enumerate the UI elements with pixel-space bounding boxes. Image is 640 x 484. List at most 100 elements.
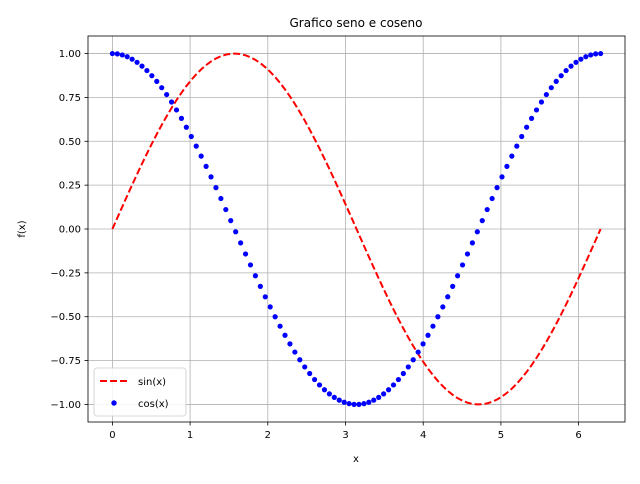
cos-data-point xyxy=(223,206,229,213)
cos-data-point xyxy=(509,153,515,159)
cos-data-point xyxy=(302,364,308,370)
cos-data-point xyxy=(183,124,189,130)
cos-data-point xyxy=(282,332,288,338)
y-axis-label: f(x) xyxy=(17,220,28,237)
legend-cos-label: cos(x) xyxy=(138,399,169,410)
cos-data-point xyxy=(311,376,318,383)
cos-data-point xyxy=(164,91,170,98)
y-tick-label: 0.25 xyxy=(59,181,81,192)
cos-data-point xyxy=(203,163,209,169)
legend-cos-swatch xyxy=(111,400,117,406)
cos-data-point xyxy=(474,229,480,235)
cos-data-point xyxy=(381,391,387,397)
cos-data-point xyxy=(168,99,175,105)
cos-data-point xyxy=(484,206,490,213)
y-tick-label: −0.50 xyxy=(50,312,81,323)
cos-data-point xyxy=(558,73,564,79)
cos-data-point xyxy=(445,294,451,300)
cos-data-point xyxy=(504,163,510,169)
cos-data-point xyxy=(405,364,411,370)
cos-data-point xyxy=(420,341,426,347)
cos-data-point xyxy=(321,387,328,393)
cos-data-point xyxy=(361,401,367,407)
cos-data-point xyxy=(292,349,298,355)
x-tick-label: 6 xyxy=(575,430,581,441)
cos-data-point xyxy=(336,397,342,403)
cos-data-point xyxy=(159,85,165,91)
cos-data-point xyxy=(193,143,199,149)
cos-data-point xyxy=(346,401,352,407)
cos-data-point xyxy=(459,262,466,268)
cos-data-point xyxy=(563,67,569,74)
cos-data-point xyxy=(242,251,249,257)
cos-data-point xyxy=(119,52,125,58)
legend-sin-label: sin(x) xyxy=(138,377,166,388)
cos-data-point xyxy=(109,50,115,57)
cos-data-point xyxy=(228,218,234,224)
cos-data-point xyxy=(385,387,392,393)
cos-data-point xyxy=(376,394,382,400)
cos-data-point xyxy=(425,332,431,338)
cos-data-point xyxy=(356,401,362,407)
cos-data-point xyxy=(178,115,185,121)
cos-data-point xyxy=(154,78,160,84)
cos-data-point xyxy=(238,240,244,246)
cos-data-point xyxy=(262,294,268,300)
cos-data-point xyxy=(430,323,436,329)
cos-data-point xyxy=(277,323,283,329)
cos-data-point xyxy=(267,304,273,310)
cos-data-point xyxy=(528,115,535,121)
cos-data-point xyxy=(593,51,599,57)
y-tick-label: 0.50 xyxy=(59,137,81,148)
cos-data-point xyxy=(173,107,180,113)
cos-data-point xyxy=(440,304,446,310)
cos-data-point xyxy=(331,394,337,400)
cos-data-point xyxy=(297,357,303,363)
x-axis-label: x xyxy=(353,454,359,465)
cos-data-point xyxy=(410,357,416,363)
cos-data-point xyxy=(598,50,604,57)
cos-data-point xyxy=(257,283,263,289)
cos-data-point xyxy=(341,399,347,405)
cos-data-point xyxy=(218,195,224,202)
cos-data-point xyxy=(450,283,456,289)
cos-data-point xyxy=(519,133,525,140)
cos-data-point xyxy=(400,370,406,377)
cos-data-point xyxy=(479,218,485,224)
cos-data-point xyxy=(139,63,145,69)
cos-data-point xyxy=(233,229,239,235)
cos-data-point xyxy=(499,174,505,180)
cos-data-point xyxy=(316,382,323,388)
cos-data-point xyxy=(494,185,500,191)
y-tick-label: −0.25 xyxy=(50,268,81,279)
cos-data-point xyxy=(455,273,461,279)
cos-data-point xyxy=(114,51,120,57)
x-tick-label: 4 xyxy=(420,430,426,441)
cos-data-point xyxy=(124,54,130,60)
cos-data-point xyxy=(514,143,520,149)
cos-data-point xyxy=(548,85,554,91)
cos-data-point xyxy=(149,73,155,79)
cos-data-point xyxy=(208,174,214,180)
cos-data-point xyxy=(568,63,574,69)
y-tick-label: 0.75 xyxy=(59,93,81,104)
chart-title: Grafico seno e coseno xyxy=(289,16,422,30)
cos-data-point xyxy=(435,314,441,320)
cos-data-point xyxy=(144,67,150,74)
cos-data-point xyxy=(134,59,140,65)
sin-series-line xyxy=(111,52,602,406)
cos-data-point xyxy=(129,56,135,62)
cos-data-point xyxy=(464,251,471,257)
cos-data-point xyxy=(588,52,594,58)
cos-data-point xyxy=(366,399,372,405)
series-layer xyxy=(109,50,604,407)
cos-data-point xyxy=(553,78,559,84)
cos-data-point xyxy=(198,153,204,159)
y-tick-label: 0.00 xyxy=(59,225,81,236)
x-tick-label: 3 xyxy=(342,430,348,441)
cos-data-point xyxy=(395,376,402,383)
cos-data-point xyxy=(583,54,589,60)
cos-data-point xyxy=(543,91,549,98)
